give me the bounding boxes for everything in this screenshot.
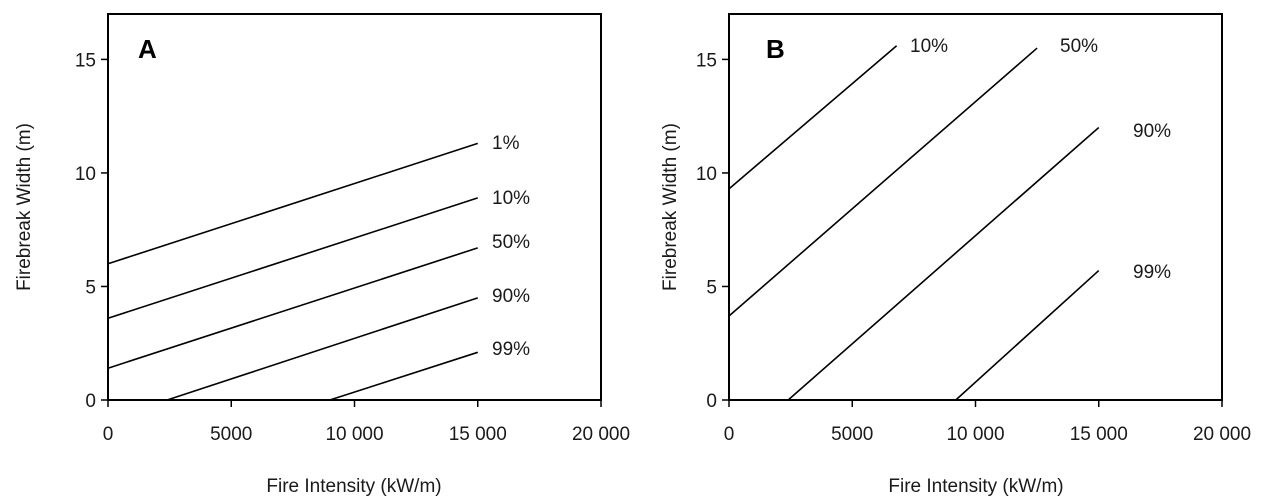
plot-frame — [728, 13, 1223, 401]
x-tick-label: 15 000 — [449, 424, 507, 445]
series-line-90pct — [787, 126, 1100, 401]
y-tick-label: 0 — [706, 391, 717, 412]
y-tick-label: 15 — [696, 50, 717, 71]
x-tick-label: 10 000 — [325, 424, 383, 445]
y-tick-label: 5 — [706, 277, 717, 298]
series-line-50pct — [107, 247, 478, 369]
series-label: 1% — [492, 133, 520, 154]
x-tick-label: 10 000 — [946, 424, 1004, 445]
series-label: 10% — [492, 188, 530, 209]
y-tick-label: 10 — [75, 164, 96, 185]
x-axis-title: Fire Intensity (kW/m) — [888, 476, 1063, 497]
series-line-1pct — [107, 142, 478, 265]
series-label: 10% — [910, 36, 948, 57]
series-label: 50% — [492, 232, 530, 253]
series-label: 90% — [492, 286, 530, 307]
series-line-10pct — [107, 197, 478, 320]
series-label: 99% — [1133, 262, 1171, 283]
y-axis-title: Firebreak Width (m) — [14, 123, 35, 291]
y-tick-label: 15 — [75, 50, 96, 71]
x-tick-label: 15 000 — [1070, 424, 1128, 445]
panel-b: 0 5000 10 000 15 000 20 000 0 5 10 15 10% 50% 90% 99… — [660, 13, 1251, 497]
x-tick-label: 20 000 — [1193, 424, 1251, 445]
series-line-99pct — [955, 269, 1100, 401]
panel-label: A — [138, 34, 157, 64]
series-line-50pct — [728, 47, 1038, 317]
series-label: 99% — [492, 339, 530, 360]
y-tick-label: 10 — [696, 164, 717, 185]
series-label: 90% — [1133, 121, 1171, 142]
x-tick-label: 0 — [103, 424, 114, 445]
x-tick-label: 5000 — [210, 424, 252, 445]
series-line-10pct — [728, 45, 898, 190]
y-tick-label: 5 — [85, 277, 96, 298]
series-label: 50% — [1060, 36, 1098, 57]
x-tick-label: 20 000 — [572, 424, 630, 445]
series-line-99pct — [329, 351, 478, 401]
x-tick-label: 5000 — [831, 424, 873, 445]
series-line-90pct — [166, 297, 478, 401]
panel-label: B — [766, 34, 785, 64]
x-axis-title: Fire Intensity (kW/m) — [266, 476, 441, 497]
y-axis-title: Firebreak Width (m) — [660, 123, 681, 291]
y-tick-label: 0 — [85, 391, 96, 412]
x-tick-label: 0 — [724, 424, 735, 445]
panel-a: 0 5000 10 000 15 000 20 000 0 5 10 15 1% 10% 50% 90%… — [14, 13, 630, 497]
